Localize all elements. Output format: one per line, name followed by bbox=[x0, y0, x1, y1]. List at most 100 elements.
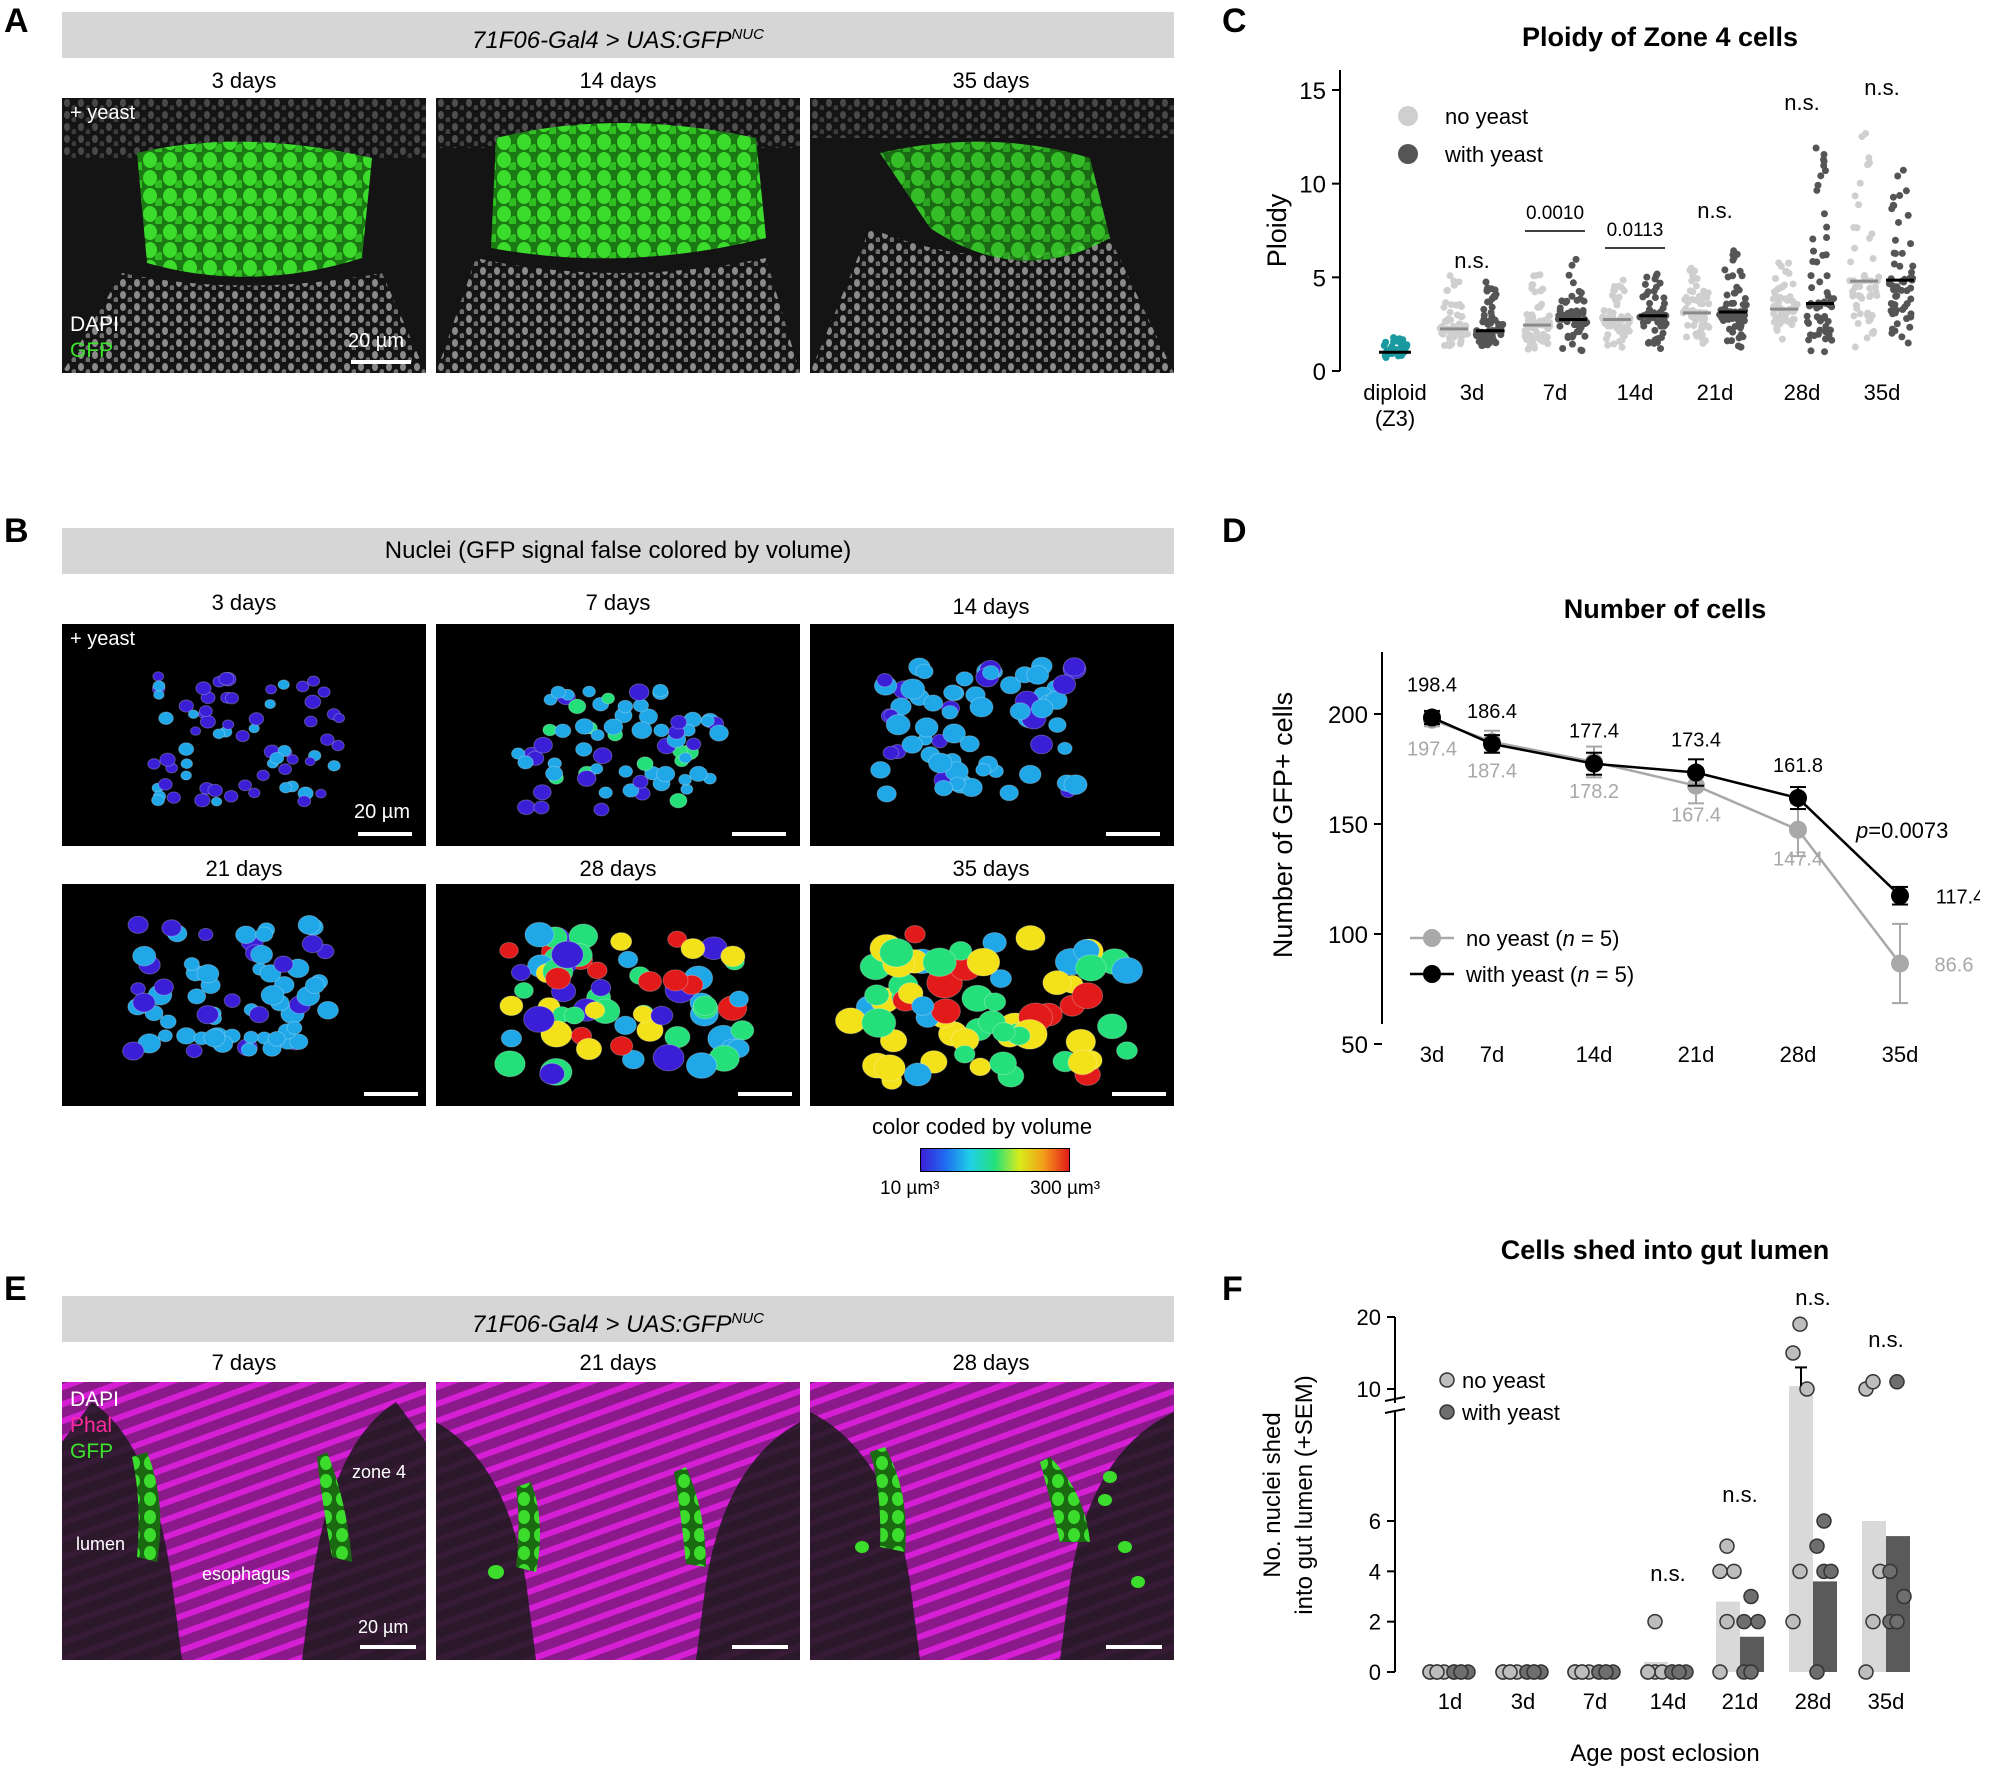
cells-legend-marker-0 bbox=[1423, 929, 1441, 947]
panel-a-micrograph-1-art bbox=[62, 98, 426, 373]
nucleus-1-53 bbox=[306, 675, 321, 687]
panel-a-title-3: 35 days bbox=[952, 68, 1030, 93]
nucleus-1-61 bbox=[195, 681, 212, 696]
panel-b-banner: Nuclei (GFP signal false colored by volu… bbox=[62, 528, 1174, 574]
cells-value-grey-5: 86.6 bbox=[1935, 954, 1974, 976]
ploidy-point-0-3-59 bbox=[1622, 326, 1630, 334]
ploidy-point-0-2-17 bbox=[1539, 330, 1547, 338]
nucleus-5-58 bbox=[584, 1001, 606, 1020]
nucleus-1-25 bbox=[190, 726, 202, 736]
ploidy-annotation-1: 0.0010 bbox=[1526, 203, 1584, 224]
nucleus-5-47 bbox=[685, 1052, 718, 1079]
ploidy-point-1-6-43 bbox=[1889, 193, 1897, 201]
nucleus-4-41 bbox=[132, 992, 156, 1013]
nucleus-3-57 bbox=[999, 784, 1019, 802]
ploidy-annotation-3: n.s. bbox=[1697, 198, 1732, 223]
nucleus-5-67 bbox=[550, 940, 584, 969]
nucleus-6-65 bbox=[873, 1054, 906, 1082]
ploidy-point-1-5-12 bbox=[1823, 272, 1831, 280]
ploidy-point-1-1-54 bbox=[1483, 286, 1491, 294]
cells-legend-text-1: with yeast ( bbox=[1465, 962, 1578, 987]
ploidy-point-1-3-42 bbox=[1644, 339, 1652, 347]
ploidy-xtick-label-2-0: 7d bbox=[1543, 380, 1567, 405]
ploidy-point-1-4-57 bbox=[1733, 250, 1741, 258]
shed-point-0-4-0 bbox=[1712, 1664, 1728, 1680]
ploidy-point-0-3-45 bbox=[1611, 296, 1619, 304]
nucleus-3-65 bbox=[927, 752, 953, 774]
nucleus-1-60 bbox=[248, 787, 261, 799]
ploidy-point-0-4-35 bbox=[1683, 333, 1691, 341]
nucleus-5-69 bbox=[662, 969, 689, 992]
nucleus-4-52 bbox=[183, 957, 200, 971]
ploidy-point-1-6-30 bbox=[1891, 309, 1899, 317]
shed-legend-label-0: no yeast bbox=[1462, 1368, 1545, 1393]
ploidy-point-1-2-38 bbox=[1575, 287, 1583, 295]
nucleus-4-63 bbox=[243, 1030, 259, 1044]
ploidy-point-1-4-31 bbox=[1729, 256, 1737, 264]
panel-a-title-1: 3 days bbox=[211, 68, 277, 93]
nucleus-5-50 bbox=[632, 1005, 654, 1024]
nucleus-4-16 bbox=[198, 927, 214, 942]
nucleus-6-47 bbox=[904, 925, 926, 944]
panel-a-micrograph-3 bbox=[810, 98, 1174, 373]
nucleus-4-68 bbox=[316, 1000, 339, 1020]
shed-point-1-6-4 bbox=[1889, 1374, 1905, 1390]
shed-legend-label-1: with yeast bbox=[1461, 1400, 1560, 1425]
nucleus-4-65 bbox=[304, 976, 326, 995]
nucleus-6-59 bbox=[922, 947, 957, 977]
nucleus-1-1 bbox=[317, 686, 331, 698]
cells-pvalue-p: p bbox=[1855, 818, 1868, 843]
ploidy-point-0-3-51 bbox=[1620, 287, 1628, 295]
nucleus-5-24 bbox=[728, 990, 749, 1008]
nucleus-5-52 bbox=[499, 995, 524, 1017]
panel-e-dapi-label: DAPI bbox=[70, 1388, 120, 1411]
cells-xtick-label-5: 35d bbox=[1882, 1042, 1919, 1067]
nucleus-1-14 bbox=[277, 744, 292, 757]
ploidy-point-0-5-23 bbox=[1771, 275, 1779, 283]
nucleus-6-60 bbox=[953, 1044, 976, 1064]
nucleus-2-51 bbox=[688, 765, 708, 782]
ploidy-point-0-5-37 bbox=[1785, 259, 1793, 267]
panel-b-scale-bar-5 bbox=[738, 1092, 792, 1096]
ploidy-point-1-1-56 bbox=[1480, 315, 1488, 323]
nucleus-2-55 bbox=[592, 747, 613, 765]
ploidy-annotation-2: 0.0113 bbox=[1607, 220, 1664, 241]
ploidy-point-1-1-50 bbox=[1484, 341, 1492, 349]
ploidy-point-1-5-27 bbox=[1816, 278, 1824, 286]
nucleus-6-45 bbox=[989, 1051, 1018, 1076]
cells-value-black-5: 117.4 bbox=[1936, 887, 1980, 909]
nucleus-1-21 bbox=[269, 751, 285, 765]
nucleus-3-31 bbox=[1063, 657, 1086, 677]
cells-line-0 bbox=[1431, 716, 1901, 897]
panel-e-scale-bar-3 bbox=[1106, 1645, 1162, 1649]
panel-e-micrograph-2 bbox=[436, 1382, 800, 1660]
ploidy-point-0-2-57 bbox=[1526, 340, 1534, 348]
nucleus-5-3 bbox=[621, 1049, 645, 1070]
ploidy-point-1-5-18 bbox=[1820, 210, 1828, 218]
shed-point-0-0-4 bbox=[1429, 1664, 1445, 1680]
ploidy-xtick-label-1-0: 3d bbox=[1460, 380, 1484, 405]
nucleus-3-9 bbox=[1018, 764, 1042, 785]
nucleus-5-63 bbox=[510, 963, 532, 982]
shed-axis-break-2 bbox=[1384, 1408, 1406, 1414]
nucleus-6-19 bbox=[834, 1007, 867, 1035]
shed-annotation-1: n.s. bbox=[1722, 1482, 1757, 1507]
ploidy-point-1-5-59 bbox=[1813, 313, 1821, 321]
ploidy-xtick-label-4-0: 21d bbox=[1697, 380, 1734, 405]
shed-point-0-3-3 bbox=[1640, 1664, 1656, 1680]
panel-e-phal-label: Phal bbox=[70, 1414, 113, 1437]
nucleus-5-54 bbox=[500, 1029, 523, 1048]
ploidy-point-0-6-28 bbox=[1853, 224, 1861, 232]
shed-legend-marker-1 bbox=[1439, 1404, 1455, 1420]
nucleus-2-43 bbox=[709, 724, 729, 742]
panel-a-micrograph-1: + yeast DAPI GFP 20 µm bbox=[62, 98, 426, 373]
nucleus-1-57 bbox=[178, 742, 195, 757]
ploidy-point-0-6-35 bbox=[1869, 254, 1877, 262]
ploidy-point-1-2-25 bbox=[1559, 344, 1567, 352]
ploidy-ytick-label-3: 15 bbox=[1299, 78, 1326, 105]
ploidy-point-1-6-41 bbox=[1894, 218, 1902, 226]
nucleus-1-49 bbox=[199, 714, 216, 729]
ploidy-point-1-3-6 bbox=[1657, 345, 1665, 353]
ploidy-point-1-5-21 bbox=[1817, 172, 1825, 180]
nucleus-4-9 bbox=[185, 1043, 203, 1059]
